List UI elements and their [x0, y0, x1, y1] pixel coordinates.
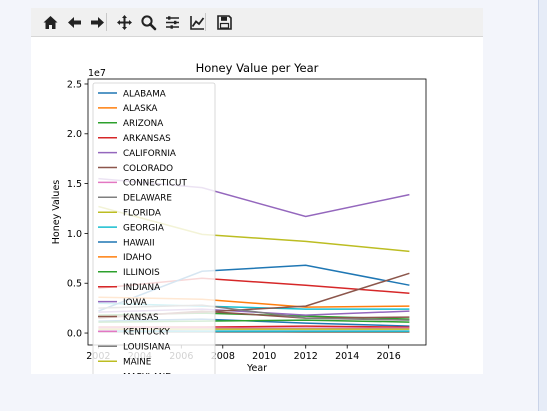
y-tick-label: 2.5 [67, 79, 82, 90]
legend-entry: ALASKA [123, 104, 157, 114]
y-tick-label: 0.5 [67, 279, 82, 290]
y-axis-label: Honey Values [51, 180, 62, 245]
back-button[interactable] [64, 12, 84, 32]
y-tick-label: 1.0 [67, 229, 82, 240]
toolbar-separator [205, 13, 206, 31]
legend-entry: ARKANSAS [123, 134, 171, 144]
pan-icon [116, 14, 132, 30]
x-tick-label: 2012 [294, 351, 318, 362]
y-offset-label: 1e7 [88, 68, 106, 79]
legend-entry: MAINE [123, 358, 151, 368]
pan-button[interactable] [114, 12, 134, 32]
chart-title: Honey Value per Year [196, 61, 319, 75]
legend-entry: IDAHO [123, 253, 152, 263]
edit-axis-button[interactable] [187, 12, 207, 32]
x-tick-label: 2016 [377, 351, 401, 362]
toolbar-separator [106, 13, 107, 31]
zoom-icon [140, 14, 156, 30]
forward-icon [90, 16, 104, 28]
legend-entry: DELAWARE [123, 194, 172, 204]
legend-entry: IOWA [123, 298, 147, 308]
save-button[interactable] [214, 12, 234, 32]
legend-entry: MARYLAND [123, 372, 172, 374]
legend-entry: INDIANA [123, 283, 160, 293]
home-button[interactable] [40, 12, 60, 32]
window-scrollbar[interactable] [538, 0, 547, 411]
figure-window: 200220042006200820102012201420160.00.51.… [31, 8, 483, 374]
legend-entry: KENTUCKY [123, 328, 170, 338]
configure-subplots-icon [165, 15, 179, 29]
x-tick-label: 2010 [252, 351, 276, 362]
legend-entry: ALABAMA [123, 89, 166, 99]
legend-entry: CALIFORNIA [123, 149, 176, 159]
forward-button[interactable] [87, 12, 107, 32]
axes-frame [87, 78, 427, 346]
x-tick-label: 2014 [335, 351, 359, 362]
back-icon [67, 16, 81, 28]
configure-subplots-button[interactable] [162, 12, 182, 32]
zoom-button[interactable] [138, 12, 158, 32]
y-tick-label: 2.0 [67, 129, 82, 140]
legend-entry: HAWAII [123, 238, 155, 248]
legend-box [92, 82, 216, 374]
legend-entry: ARIZONA [123, 119, 163, 129]
y-tick-label: 0.0 [67, 328, 82, 339]
y-tick-label: 1.5 [67, 179, 82, 190]
home-icon [43, 15, 57, 29]
legend-entry: LOUISIANA [123, 343, 170, 353]
legend-entry: GEORGIA [123, 223, 164, 233]
navigation-toolbar [31, 8, 483, 37]
legend-entry: COLORADO [123, 164, 173, 174]
legend-entry: KANSAS [123, 313, 159, 323]
window-bottom-margin [0, 400, 538, 411]
x-axis-label: Year [246, 363, 267, 374]
legend-entry: FLORIDA [123, 209, 161, 219]
save-icon [216, 14, 232, 30]
x-tick-label: 2008 [211, 351, 235, 362]
chart: 200220042006200820102012201420160.00.51.… [51, 61, 427, 374]
edit-axis-icon [189, 15, 204, 30]
legend-entry: CONNECTICUT [123, 179, 187, 189]
legend-entry: ILLINOIS [123, 268, 160, 278]
